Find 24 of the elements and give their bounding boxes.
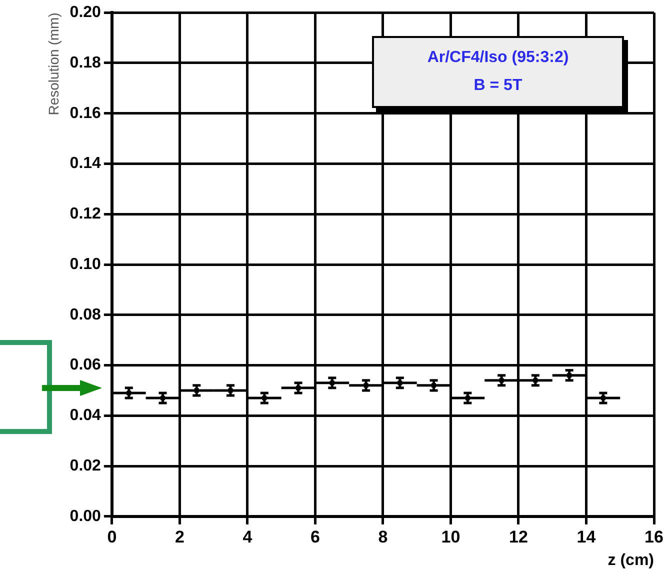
x-tick-label: 14 [576, 527, 596, 546]
x-tick-label: 2 [174, 527, 184, 546]
y-tick-label: 0.10 [70, 256, 102, 273]
y-tick-label: 0.20 [70, 4, 102, 22]
y-tick-label: 0.02 [70, 457, 102, 474]
annotation: Ar/CF4/Iso (95:3:2) [426, 48, 570, 68]
x-tick-label: 12 [509, 527, 528, 546]
annotation: B = 5T [472, 76, 524, 96]
x-tick-label: 16 [644, 527, 664, 546]
x-tick-label: 8 [378, 527, 388, 546]
y-tick-label: 0.18 [70, 54, 102, 72]
x-axis-title: z (cm) [608, 552, 654, 569]
x-tick-label: 0 [107, 527, 117, 546]
y-tick-label: 0.04 [70, 407, 102, 424]
y-tick-label: 0.12 [70, 206, 102, 223]
y-tick-label: 0.00 [70, 508, 102, 525]
x-tick-label: 6 [310, 527, 320, 546]
y-tick-label: 0.08 [70, 306, 102, 324]
y-tick-label: 0.16 [70, 104, 102, 122]
y-tick-label: 0.06 [70, 356, 102, 374]
y-tick-label: 0.14 [70, 155, 102, 172]
x-tick-label: 4 [242, 527, 253, 546]
y-axis-title: Resolution (mm) [45, 12, 62, 116]
x-tick-label: 10 [441, 527, 460, 546]
